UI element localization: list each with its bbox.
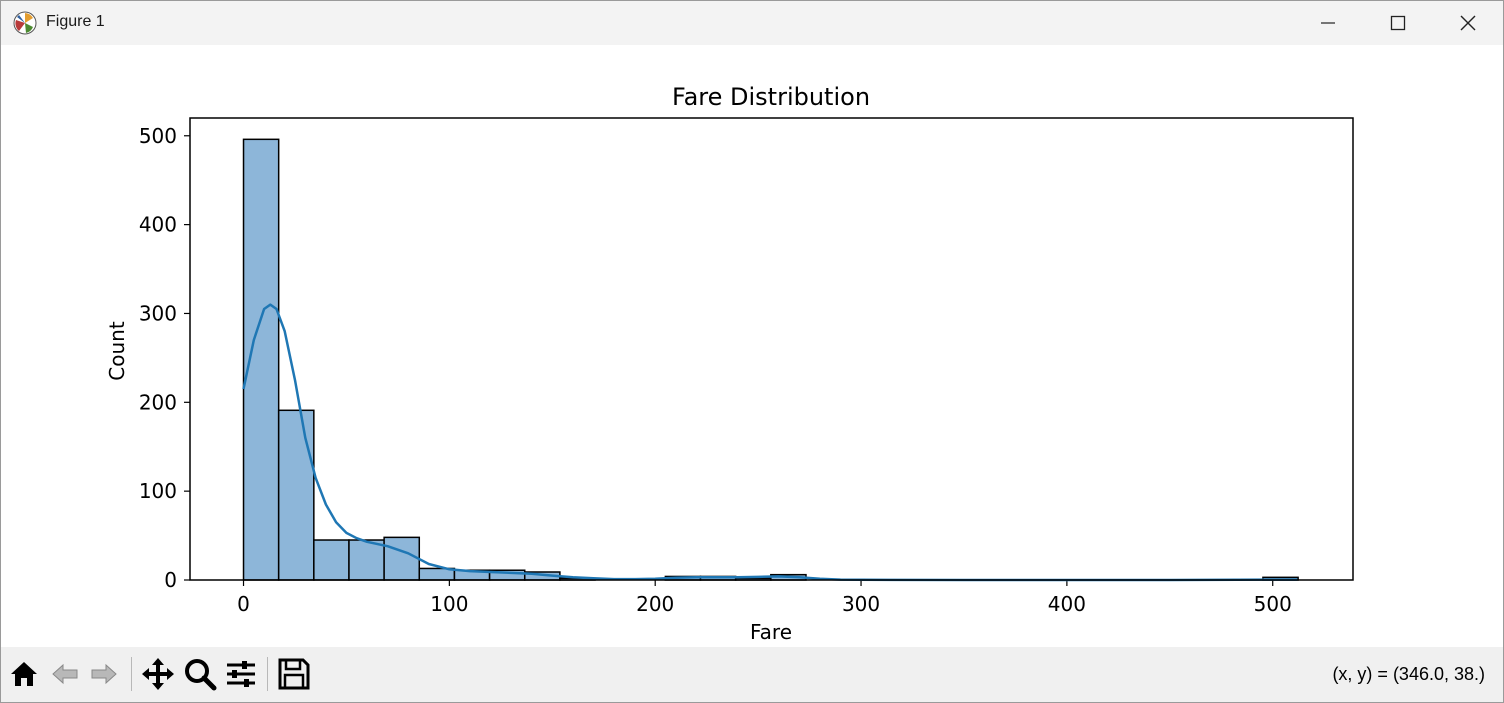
toolbar-separator: [131, 657, 132, 691]
maximize-icon: [1390, 15, 1406, 31]
x-tick-label: 400: [1048, 592, 1086, 616]
configure-subplots-button[interactable]: [222, 655, 260, 693]
maximize-button[interactable]: [1363, 1, 1433, 45]
x-axis-label: Fare: [750, 620, 792, 644]
x-tick-label: 100: [430, 592, 468, 616]
pan-icon: [142, 658, 174, 690]
histogram-bar: [313, 539, 350, 581]
subplots-icon: [227, 661, 255, 687]
minimize-icon: [1321, 22, 1335, 24]
save-icon: [278, 658, 310, 690]
minimize-button[interactable]: [1293, 1, 1363, 45]
histogram-bar: [348, 539, 385, 581]
y-tick-label: 100: [139, 479, 177, 503]
cursor-coordinates: (x, y) = (346.0, 38.): [1332, 664, 1485, 684]
x-tick-label: 500: [1254, 592, 1292, 616]
window-title: Figure 1: [46, 13, 105, 30]
y-tick-label: 200: [139, 390, 177, 414]
y-axis-label: Count: [105, 321, 129, 381]
histogram-bars: [242, 138, 1299, 581]
back-icon: [52, 663, 78, 685]
kde-line: [242, 303, 1298, 582]
title-bar[interactable]: Figure 1: [1, 1, 1503, 45]
close-icon: [1460, 15, 1476, 31]
x-tick-label: 200: [636, 592, 674, 616]
chart-title: Fare Distribution: [672, 83, 870, 111]
close-button[interactable]: [1433, 1, 1503, 45]
figure-canvas[interactable]: Fare Distribution 0 100 200 300 400 500 0 100 2…: [1, 45, 1503, 647]
navigation-toolbar: (x, y) = (346.0, 38.): [1, 647, 1503, 702]
y-tick-label: 500: [139, 124, 177, 148]
histogram-bar: [383, 536, 421, 581]
y-tick-label: 300: [139, 301, 177, 325]
zoom-button[interactable]: [181, 655, 219, 693]
home-icon: [11, 662, 37, 686]
back-button[interactable]: [46, 655, 84, 693]
zoom-icon: [185, 659, 217, 691]
y-tick-label: 400: [139, 213, 177, 237]
matplotlib-app-icon: [13, 11, 37, 35]
y-axis-ticks: 0 100 200 300 400 500: [139, 124, 190, 592]
x-tick-label: 0: [237, 592, 250, 616]
x-axis-ticks: 0 100 200 300 400 500: [237, 580, 1292, 616]
home-button[interactable]: [5, 655, 43, 693]
x-tick-label: 300: [842, 592, 880, 616]
histogram-bar: [277, 409, 315, 581]
histogram-bar: [242, 138, 280, 581]
chart-svg: Fare Distribution 0 100 200 300 400 500 0 100 2…: [105, 83, 1354, 644]
toolbar-separator: [267, 657, 268, 691]
pan-button[interactable]: [139, 655, 177, 693]
plot-frame: [189, 117, 1354, 581]
save-button[interactable]: [275, 655, 313, 693]
y-tick-label: 0: [164, 568, 177, 592]
forward-button[interactable]: [85, 655, 123, 693]
forward-icon: [91, 663, 117, 685]
